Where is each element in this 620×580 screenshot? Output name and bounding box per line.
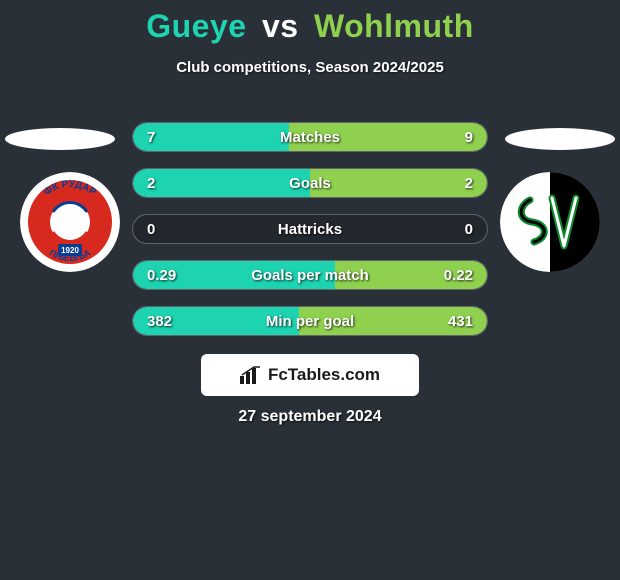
brand-badge[interactable]: FcTables.com: [201, 354, 419, 396]
title: Gueye vs Wohlmuth: [0, 0, 620, 45]
brand-text: FcTables.com: [268, 365, 380, 385]
stat-row: 22Goals: [132, 168, 488, 198]
player2-pill: [505, 128, 615, 150]
player1-name: Gueye: [146, 8, 246, 44]
player2-name: Wohlmuth: [314, 8, 474, 44]
stat-rows: 79Matches 22Goals 00Hattricks 0.290.22Goals…: [132, 122, 488, 352]
stat-label: Goals per match: [133, 261, 487, 290]
stat-label: Hattricks: [133, 215, 487, 244]
subtitle: Club competitions, Season 2024/2025: [0, 59, 620, 76]
comparison-card: Gueye vs Wohlmuth Club competitions, Sea…: [0, 0, 620, 580]
player2-crest: [500, 172, 600, 272]
stat-row: 382431Min per goal: [132, 306, 488, 336]
stat-label: Min per goal: [133, 307, 487, 336]
crest-year: 1920: [61, 246, 79, 255]
stat-row: 79Matches: [132, 122, 488, 152]
stat-row: 0.290.22Goals per match: [132, 260, 488, 290]
player1-pill: [5, 128, 115, 150]
vs-text: vs: [262, 8, 299, 44]
stat-label: Matches: [133, 123, 487, 152]
date-text: 27 september 2024: [0, 408, 620, 426]
bars-icon: [240, 366, 262, 384]
stat-label: Goals: [133, 169, 487, 198]
player1-crest: ФК РУДАР ПЉЕВЉА 1920: [20, 172, 120, 272]
stat-row: 00Hattricks: [132, 214, 488, 244]
